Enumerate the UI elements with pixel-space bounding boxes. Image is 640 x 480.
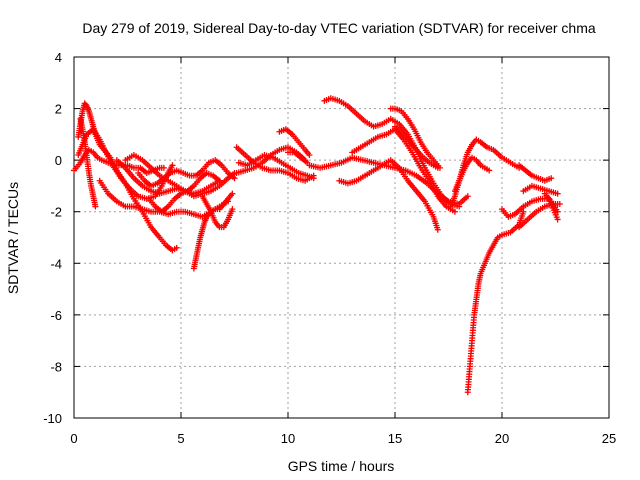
series-track-30	[541, 190, 561, 215]
series-track-29	[516, 162, 555, 184]
series-track-8	[135, 157, 238, 189]
series-track-25	[464, 208, 527, 396]
data-point	[554, 208, 561, 215]
data-point	[173, 244, 180, 251]
data-point	[434, 226, 441, 233]
x-tick-label: 20	[495, 431, 509, 446]
series-track-15	[276, 126, 313, 158]
y-tick-label: 4	[55, 50, 62, 65]
series-track-9	[145, 170, 223, 215]
series-track-10	[190, 190, 236, 272]
data-point	[310, 175, 317, 182]
data-point	[554, 216, 561, 223]
data-point	[160, 164, 167, 171]
x-tick-label: 15	[388, 431, 402, 446]
y-tick-label: 2	[55, 102, 62, 117]
series-track-19	[387, 105, 443, 171]
data-point	[554, 190, 561, 197]
series-track-26	[516, 200, 563, 231]
data-point	[456, 203, 463, 210]
y-tick-label: -6	[50, 308, 62, 323]
y-tick-label: -4	[50, 256, 62, 271]
data-point	[556, 200, 563, 207]
series-track-18	[321, 95, 463, 210]
x-axis-label: GPS time / hours	[288, 458, 395, 474]
series-track-22	[392, 123, 441, 171]
data-point	[434, 164, 441, 171]
data-point	[464, 193, 471, 200]
x-tick-label: 10	[281, 431, 295, 446]
data-points	[71, 95, 563, 396]
data-point	[229, 190, 236, 197]
series-track-23	[447, 136, 523, 210]
series-track-3	[77, 115, 99, 210]
data-point	[306, 151, 313, 158]
y-tick-label: 0	[55, 153, 62, 168]
series-track-28	[520, 182, 561, 197]
series-track-16	[285, 149, 311, 166]
data-point	[169, 162, 176, 169]
x-tick-label: 0	[70, 431, 77, 446]
data-point	[92, 203, 99, 210]
data-point	[231, 175, 238, 182]
data-point	[520, 208, 527, 215]
data-point	[486, 167, 493, 174]
axis-ticks: 0 5 10 15 20 25 -10 -8 -6 -4 -2 0 2 4	[43, 50, 616, 446]
y-axis-label: SDTVAR / TECUs	[5, 182, 21, 294]
series-track-11	[199, 193, 236, 231]
series-track-4	[75, 126, 176, 202]
x-tick-label: 5	[177, 431, 184, 446]
data-point	[82, 101, 89, 108]
y-tick-label: -10	[43, 411, 62, 426]
data-point	[229, 206, 236, 213]
series-track-21	[336, 157, 441, 233]
chart-title: Day 279 of 2019, Sidereal Day-to-day VTE…	[82, 20, 595, 36]
series-track-24	[451, 154, 493, 195]
y-tick-label: -2	[50, 205, 62, 220]
plot-frame	[73, 56, 610, 419]
y-tick-label: -8	[50, 359, 62, 374]
data-point	[451, 208, 458, 215]
grid-lines	[74, 57, 609, 418]
x-tick-label: 25	[602, 431, 616, 446]
data-point	[548, 175, 555, 182]
data-point	[216, 177, 223, 184]
